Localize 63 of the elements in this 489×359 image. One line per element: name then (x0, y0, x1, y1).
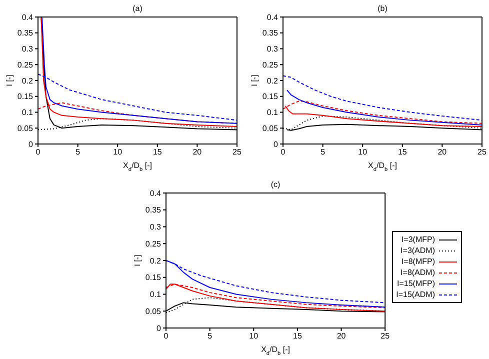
x-tick-label: 0 (36, 148, 41, 157)
chart-title: (b) (378, 4, 388, 13)
y-tick-label: 0.15 (17, 92, 34, 102)
x-tick-label: 15 (398, 148, 408, 157)
y-tick-label: 0.1 (266, 108, 279, 118)
x-tick-label: 10 (249, 332, 259, 341)
x-tick-label: 0 (280, 148, 286, 157)
x-axis-title: X$_{d}$/D$_{b}$ [-] (261, 345, 290, 357)
x-tick-label: 25 (232, 148, 242, 157)
legend-label: I=15(MFP) (396, 279, 435, 288)
legend-label: I=8(MFP) (401, 257, 435, 266)
legend-label: I=15(ADM) (396, 290, 435, 299)
x-tick-label: 15 (293, 332, 302, 341)
y-tick-label: 0.05 (17, 124, 34, 133)
x-tick-label: 5 (320, 148, 326, 157)
x-tick-label: 25 (380, 332, 390, 341)
legend-label: I=8(ADM) (400, 268, 435, 277)
y-tick-label: 0.35 (17, 28, 34, 38)
x-tick-label: 10 (113, 148, 123, 157)
y-tick-label: 0 (274, 140, 279, 149)
y-tick-label: 0.05 (145, 306, 162, 316)
line-series (286, 90, 482, 126)
x-tick-label: 5 (208, 332, 213, 341)
y-tick-label: 0.05 (262, 124, 279, 133)
x-tick-label: 20 (336, 332, 346, 341)
y-tick-label: 0 (156, 324, 162, 333)
y-axis-title: I [-] (250, 74, 259, 86)
y-axis-title: I [-] (5, 74, 14, 86)
y-tick-label: 0.4 (266, 12, 279, 22)
x-tick-label: 20 (438, 148, 448, 157)
y-tick-label: 0.1 (22, 108, 34, 118)
y-tick-label: 0.4 (22, 12, 34, 22)
x-axis-title: X$_{d}$/D$_{b}$ [-] (123, 161, 152, 173)
x-tick-label: 0 (164, 332, 169, 341)
y-tick-label: 0.2 (150, 256, 162, 266)
legend-label: I=3(MFP) (401, 235, 435, 244)
x-tick-label: 20 (192, 148, 202, 157)
y-tick-label: 0.35 (262, 28, 279, 38)
legend-label: I=3(ADM) (400, 246, 435, 255)
line-series (283, 100, 482, 124)
y-tick-label: 0.1 (150, 290, 162, 300)
y-tick-label: 0.35 (145, 206, 162, 215)
y-tick-label: 0.25 (262, 60, 279, 70)
x-axis-title: X$_{d}$/D$_{b}$ [-] (368, 161, 397, 173)
y-tick-label: 0.25 (17, 60, 34, 70)
x-tick-label: 5 (76, 148, 81, 157)
x-tick-label: 25 (478, 148, 487, 157)
y-tick-label: 0.25 (145, 239, 162, 248)
chart-title: (a) (132, 4, 143, 13)
y-tick-label: 0.3 (22, 44, 34, 54)
y-tick-label: 0.15 (262, 92, 279, 102)
y-tick-label: 0.2 (22, 76, 34, 86)
y-axis-title: I [-] (133, 254, 142, 266)
y-tick-label: 0.2 (266, 76, 279, 86)
y-tick-label: 0.3 (266, 44, 279, 54)
y-tick-label: 0.15 (145, 273, 162, 282)
y-tick-label: 0.4 (150, 188, 162, 198)
y-tick-label: 0.3 (150, 222, 162, 232)
y-tick-label: 0 (28, 140, 34, 149)
chart-title: (c) (270, 180, 281, 189)
x-tick-label: 15 (152, 148, 162, 157)
x-tick-label: 10 (358, 148, 368, 157)
line-series (283, 75, 482, 121)
